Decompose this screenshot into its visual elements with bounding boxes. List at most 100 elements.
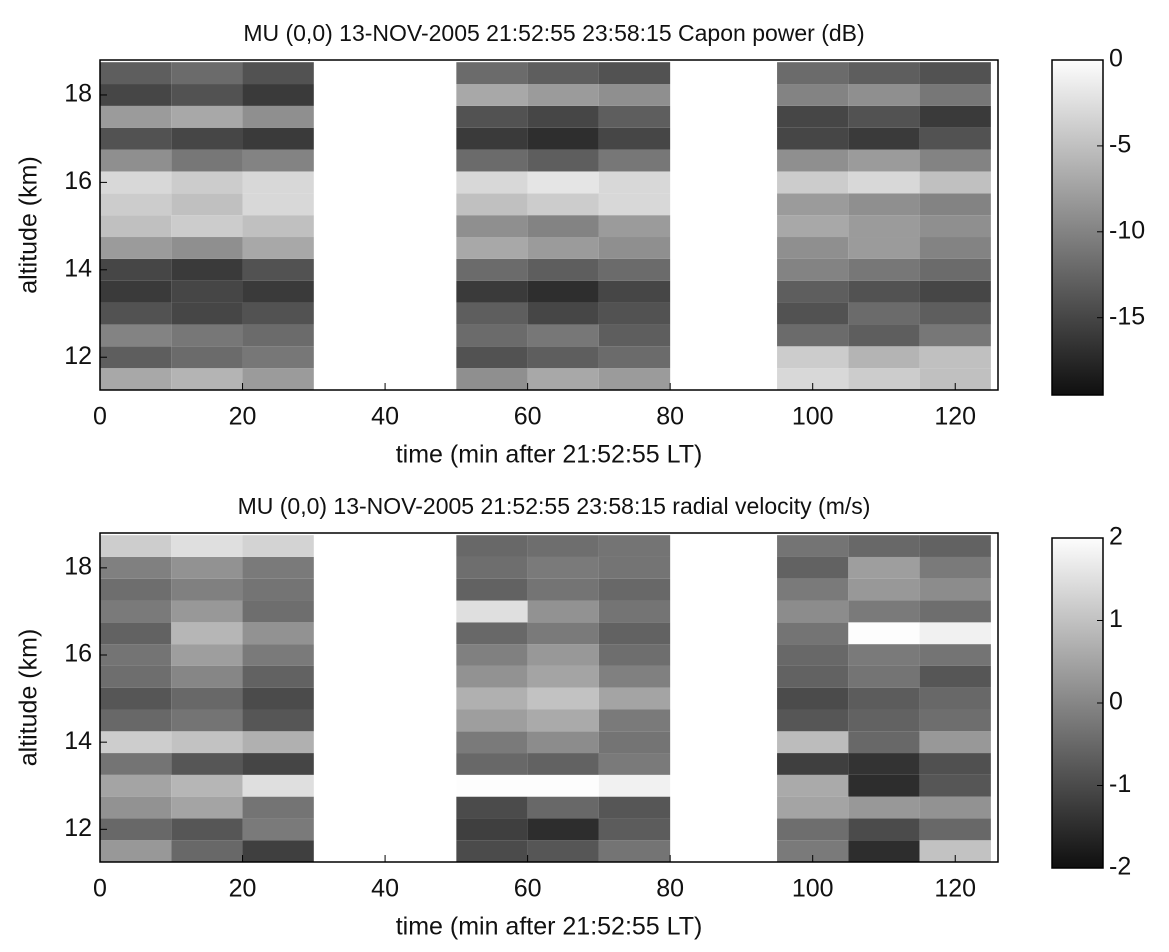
heat-cell [848,105,920,128]
heat-cell [919,818,991,841]
heat-cell [456,600,528,623]
heat-cell [456,556,528,579]
x-tick-label: 20 [229,403,257,431]
heat-cell [848,644,920,666]
y-tick-label: 16 [64,167,92,195]
heat-cell [100,687,172,710]
heat-cell [777,687,849,710]
heat-cell [171,818,243,841]
colorbar-tick-label: 0 [1109,688,1123,716]
heat-cell [598,346,671,369]
heat-cell [100,215,172,238]
heat-cell [919,62,991,85]
heat-cell [456,280,528,303]
heat-cell [919,324,991,347]
heat-cell [242,215,314,238]
heat-cell [456,258,528,281]
heat-cell [171,84,243,106]
heat-cell [242,818,314,841]
heat-cell [919,774,991,797]
heat-cell [100,709,172,732]
heat-cell [848,578,920,601]
heat-cell [777,535,849,557]
heat-cell [100,258,172,281]
heat-cell [100,346,172,369]
heat-cell [527,556,599,579]
heat-cell [527,258,599,281]
heat-cell [527,171,599,194]
x-tick-label: 40 [371,875,399,903]
heat-cell [100,840,172,862]
heat-cell [456,840,528,862]
heat-cell [527,368,599,390]
heat-cell [242,84,314,106]
heat-cell [848,84,920,106]
heat-cell [777,346,849,369]
heat-cell [171,237,243,259]
heat-cell [242,535,314,557]
heat-cell [777,796,849,819]
heat-cell [848,193,920,216]
heat-cell [527,193,599,216]
heat-cell [456,665,528,688]
y-tick-label: 12 [64,342,92,370]
heat-cell [777,368,849,390]
heat-cell [242,105,314,128]
heat-cell [777,193,849,216]
heat-cell [100,600,172,623]
x-tick-label: 120 [934,403,976,431]
heat-cell [456,753,528,775]
heat-cell [598,665,671,688]
heat-cell [100,127,172,150]
y-tick-label: 12 [64,814,92,842]
heat-cell [456,731,528,754]
heat-cell [456,171,528,194]
heat-cell [456,62,528,85]
heat-cell [598,105,671,128]
chart-title: MU (0,0) 13-NOV-2005 21:52:55 23:58:15 C… [243,20,864,46]
heat-cell [919,600,991,623]
heat-cell [848,237,920,259]
heat-cell [242,600,314,623]
heat-cell [848,709,920,732]
heat-cell [242,346,314,369]
y-tick-label: 16 [64,640,92,668]
heat-cell [598,149,671,172]
heat-cell [527,818,599,841]
heat-cell [848,62,920,85]
heat-cell [527,280,599,303]
heat-cell [919,215,991,238]
heat-cell [919,105,991,128]
heat-cell [848,600,920,623]
heat-cell [171,796,243,819]
heat-cell [456,644,528,666]
heat-cell [242,193,314,216]
heat-cell [100,324,172,347]
heat-cell [456,622,528,645]
heat-cell [527,324,599,347]
heat-cell [848,368,920,390]
heat-cell [598,796,671,819]
heat-cell [598,171,671,194]
heat-cell [848,687,920,710]
heat-cell [919,171,991,194]
heat-cell [171,215,243,238]
heat-cell [100,84,172,106]
heat-cell [919,578,991,601]
heat-cell [598,193,671,216]
heat-cell [848,535,920,557]
heat-cell [527,622,599,645]
heat-cell [598,324,671,347]
heat-cell [456,193,528,216]
x-tick-label: 60 [514,875,542,903]
heat-cell [919,731,991,754]
heat-cell [171,535,243,557]
heat-cell [100,578,172,601]
heat-cell [171,127,243,150]
heat-cell [777,753,849,775]
heat-cell [919,127,991,150]
heat-cell [171,709,243,732]
heat-cell [100,818,172,841]
heat-cell [848,774,920,797]
